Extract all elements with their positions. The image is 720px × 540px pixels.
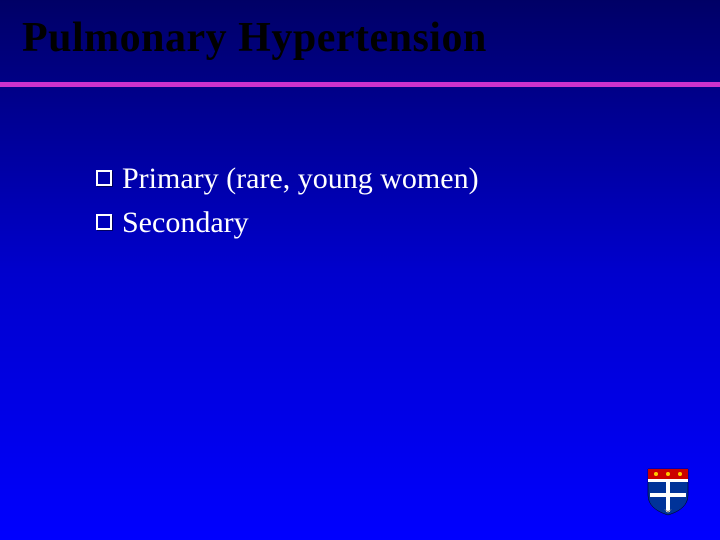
bullet-text: Primary (rare, young women): [122, 160, 479, 198]
list-item: Primary (rare, young women): [96, 160, 479, 198]
slide-body: Primary (rare, young women) Secondary: [96, 160, 479, 247]
crest-icon: [644, 465, 692, 522]
slide: Pulmonary Hypertension Primary (rare, yo…: [0, 0, 720, 540]
title-underline: [0, 82, 720, 87]
checkbox-icon: [96, 170, 112, 186]
checkbox-icon: [96, 214, 112, 230]
bullet-text: Secondary: [122, 204, 249, 242]
list-item: Secondary: [96, 204, 479, 242]
slide-title: Pulmonary Hypertension: [0, 0, 720, 62]
